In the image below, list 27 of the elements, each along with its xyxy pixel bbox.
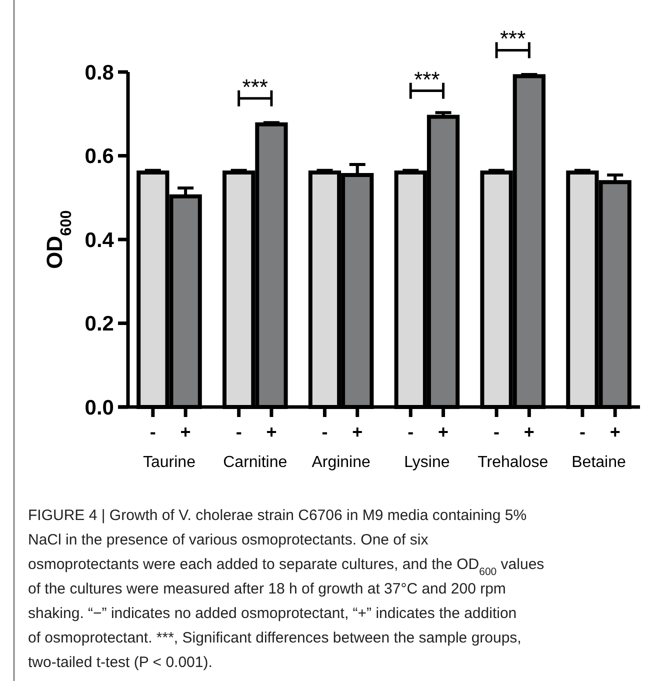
- annotation: ***: [500, 26, 526, 52]
- y-tick-label: 0.0: [84, 396, 114, 420]
- text: FIGURE 4 | Growth of V. cholerae strain C6706 in M9 media containing 5% NaCl in the presence of various osmoprotectants. One of six osmoprotectants were each added to separate cultures, and the OD$_{600}$ values of the cultures were measured after 18 h of growth at 37°C and 200 rpm shaking. “−” indicates no added osmoprotectant, “+” indicates the addition of osmoprotectant. ***, Significant differences between the sample groups, two-tailed t-test (P < 0.001).: [28, 507, 544, 671]
- x-tick-label: Betaine: [572, 454, 626, 471]
- text: +: [352, 422, 363, 442]
- x-tick-label: Lysine: [404, 454, 450, 471]
- text: -: [322, 422, 328, 442]
- text: -: [494, 422, 500, 442]
- y-tick-label: 0.6: [84, 145, 114, 168]
- x-tick-label: Trehalose: [478, 454, 548, 471]
- legend-label: +: [180, 422, 191, 442]
- y-tick-label: 0.4: [84, 228, 114, 252]
- text: -: [579, 422, 586, 442]
- x-tick-label: Arginine: [312, 454, 370, 471]
- y-tick-label: 0.2: [84, 312, 114, 336]
- text: -: [408, 422, 414, 442]
- legend-label: -: [150, 422, 156, 442]
- x-tick-label: Taurine: [142, 454, 196, 471]
- text: +: [266, 422, 277, 442]
- annotation: ***: [414, 66, 440, 92]
- text: +: [610, 422, 620, 442]
- text: +: [524, 422, 534, 442]
- text: +: [438, 422, 449, 442]
- annotation: ***: [242, 74, 268, 100]
- y-tick-label: 0.8: [84, 61, 114, 84]
- text: -: [236, 422, 242, 442]
- x-tick-label: Carnitine: [223, 454, 288, 471]
